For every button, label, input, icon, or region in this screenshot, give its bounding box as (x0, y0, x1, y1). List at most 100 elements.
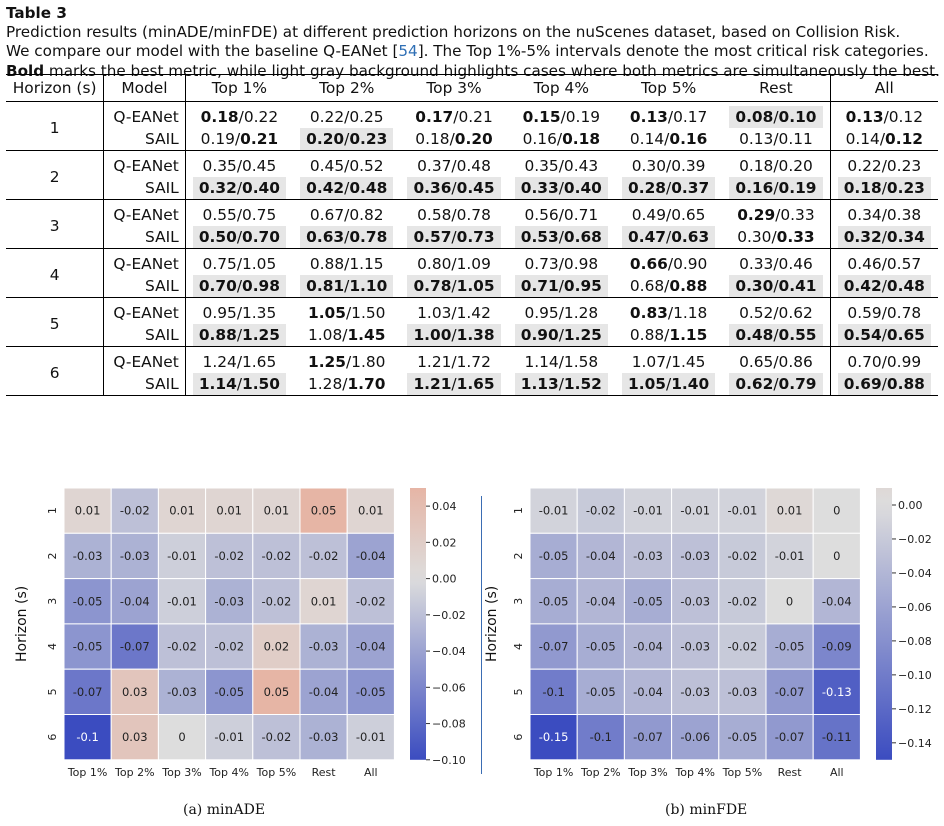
minade-value: 1.08 (308, 326, 343, 344)
y-tick-label: 5 (512, 688, 525, 695)
metric-cell: 1.21/1.65 (400, 373, 508, 396)
minade-value: 0.30 (735, 277, 774, 295)
minfde-value: 0.12 (885, 130, 924, 148)
col-header: Top 5% (614, 74, 723, 102)
x-tick-label: Top 3% (161, 766, 202, 779)
cell-value: -0.01 (633, 504, 663, 518)
cell-value: -0.05 (539, 594, 569, 608)
heatmap-cell (812, 488, 861, 534)
minade-value: 1.07 (631, 353, 667, 371)
cell-value: -0.01 (167, 594, 197, 608)
y-tick-label: 1 (512, 507, 525, 514)
heatmap-cell (252, 578, 301, 625)
cell-value: -0.02 (214, 640, 244, 654)
metric-cell: 0.80/1.09 (417, 255, 491, 273)
minfde-value: 0.21 (458, 108, 493, 126)
col-header: Horizon (s) (6, 74, 105, 102)
metric-cell: 0.56/0.71 (524, 206, 599, 224)
minade-value: 1.13 (520, 375, 559, 393)
colorbar-tick-label: −0.08 (898, 635, 932, 648)
heatmap-cell (346, 714, 395, 761)
minade-value: 0.14 (629, 130, 665, 148)
minfde-value: 0.63 (671, 228, 710, 246)
minfde-value: 0.78 (886, 304, 922, 322)
cell-value: 0.01 (216, 504, 242, 518)
heatmap-minfde: -0.01 -0.02 -0.01 -0.01 -0.01 0.01 0 -0.05 -0.04… (484, 488, 932, 779)
minade-value: 0.69 (843, 375, 882, 393)
minfde-value: 0.73 (456, 228, 495, 246)
x-tick-label: All (364, 766, 378, 779)
col-header: Top 4% (507, 74, 615, 102)
metric-cell: 0.66/0.90 (629, 255, 708, 273)
horizon-cell: 4 (6, 248, 105, 298)
minade-value: 0.57 (413, 228, 452, 246)
minfde-value: 0.65 (886, 326, 925, 344)
cell-value: -0.02 (728, 594, 758, 608)
minade-value: 1.28 (308, 375, 343, 393)
x-tick-label: Rest (312, 766, 337, 779)
heatmap-cell (812, 668, 861, 715)
minade-value: 0.36 (413, 179, 452, 197)
y-tick-label: 4 (46, 643, 59, 650)
cell-value: 0.01 (777, 504, 803, 518)
metric-cell: 0.62/0.79 (722, 373, 831, 396)
minade-value: 0.46 (847, 255, 882, 273)
cell-value: -0.02 (214, 549, 244, 563)
minfde-value: 0.22 (243, 108, 279, 126)
minfde-value: 1.38 (456, 326, 495, 344)
minfde-value: 0.17 (673, 108, 708, 126)
heatmap-cell (63, 714, 112, 761)
minade-value: 0.17 (415, 108, 454, 126)
cell-value: 0 (833, 549, 840, 563)
minade-value: 1.21 (417, 353, 452, 371)
heatmap-cell (623, 623, 673, 670)
metric-cell: 0.67/0.82 (309, 206, 384, 224)
cell-value: 0.03 (122, 685, 148, 699)
minade-value: 0.32 (198, 179, 237, 197)
table-row: 2 Q-EANet 0.35/0.45 0.45/0.52 0.37/0.48 0.35/… (6, 150, 938, 200)
table-row: 4 Q-EANet 0.75/1.05 0.88/1.15 0.80/1.09 0.73/… (6, 248, 938, 298)
table-row: 6 Q-EANet 1.24/1.65 1.25/1.80 1.21/1.72 1.14/… (6, 346, 938, 396)
y-tick-label: 3 (46, 598, 59, 605)
citation-link[interactable]: 54 (398, 42, 418, 61)
heatmap-cell (252, 623, 301, 670)
cell-value: -0.07 (775, 685, 805, 699)
metric-cell: 0.49/0.65 (631, 206, 706, 224)
minfde-value: 0.79 (778, 375, 817, 393)
metric-cell: 0.81/1.10 (293, 275, 401, 298)
minade-value: 0.42 (843, 277, 882, 295)
heatmap-cell (718, 532, 767, 580)
cell-value: -0.03 (680, 640, 710, 654)
heatmap-cell (346, 623, 395, 670)
metric-cell: 0.95/1.35 (202, 304, 277, 322)
minade-value: 0.28 (628, 179, 667, 197)
cell-value: -0.04 (356, 549, 386, 563)
x-tick-label: Top 3% (627, 766, 668, 779)
metric-cell: 0.33/0.46 (722, 248, 831, 275)
metric-cell: 0.78/1.05 (400, 275, 508, 298)
metric-cell: 1.05/1.40 (614, 373, 723, 396)
metric-cell: 1.24/1.65 (202, 353, 277, 371)
table-row: 1 Q-EANet 0.18/0.22 0.22/0.25 0.17/0.21 0.15/… (6, 101, 938, 151)
metric-cell: 0.35/0.43 (524, 157, 599, 175)
metric-cell: 0.57/0.73 (400, 226, 508, 249)
minfde-value: 1.28 (563, 304, 599, 322)
metric-cell: 0.33/0.40 (507, 177, 615, 200)
table-row: SAIL 0.32/0.40 0.42/0.48 0.36/0.45 0.33/0.40… (6, 177, 938, 200)
minfde-value: 1.65 (456, 375, 495, 393)
minade-value: 0.16 (522, 130, 557, 148)
model-cell: Q-EANet (103, 150, 186, 177)
minfde-value: 1.18 (673, 304, 708, 322)
heatmap-cell (157, 488, 207, 534)
colorbar-tick-label: −0.06 (898, 601, 932, 614)
metric-cell: 0.13/0.12 (845, 108, 924, 126)
minfde-value: 1.25 (242, 326, 280, 344)
cell-value: -0.07 (73, 685, 103, 699)
heatmap-cell (157, 623, 207, 670)
minfde-value: 0.62 (778, 304, 813, 322)
y-tick-label: 6 (46, 734, 59, 741)
minade-value: 0.58 (417, 206, 452, 224)
cell-value: 0.01 (311, 594, 337, 608)
cell-value: -0.05 (73, 640, 103, 654)
cell-value: -0.01 (728, 504, 758, 518)
